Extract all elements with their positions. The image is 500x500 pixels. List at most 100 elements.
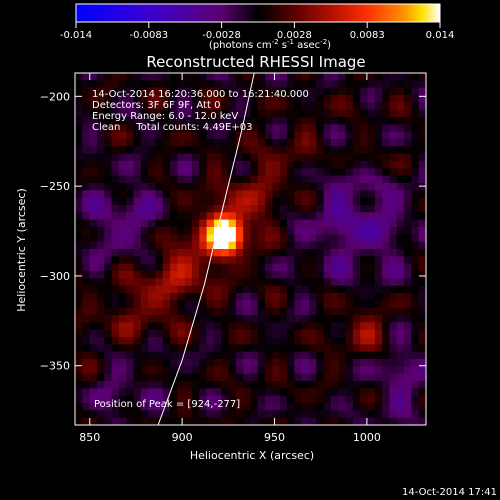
- heatmap-cell: [82, 87, 91, 96]
- heatmap-cell: [360, 300, 369, 309]
- heatmap-cell: [199, 161, 208, 169]
- heatmap-cell: [294, 219, 303, 228]
- heatmap-cell: [301, 102, 310, 111]
- heatmap-cell: [250, 395, 259, 404]
- heatmap-cell: [140, 271, 149, 279]
- heatmap-cell: [294, 410, 303, 419]
- heatmap-cell: [396, 95, 405, 103]
- heatmap-cell: [235, 241, 244, 250]
- heatmap-cell: [82, 329, 91, 338]
- heatmap-cell: [352, 249, 361, 257]
- heatmap-cell: [374, 322, 383, 331]
- heatmap-cell: [104, 344, 113, 353]
- heatmap-cell: [140, 351, 149, 360]
- heatmap-cell: [82, 95, 91, 103]
- heatmap-cell: [155, 205, 164, 213]
- heatmap-cell: [265, 351, 274, 360]
- heatmap-cell: [265, 153, 274, 162]
- heatmap-cell: [148, 139, 157, 147]
- heatmap-cell: [162, 168, 171, 177]
- heatmap-cell: [140, 153, 149, 162]
- heatmap-cell: [323, 300, 332, 309]
- heatmap-cell: [265, 124, 274, 133]
- heatmap-cell: [345, 161, 354, 169]
- heatmap-cell: [140, 315, 149, 323]
- heatmap-cell: [265, 395, 274, 404]
- heatmap-cell: [323, 388, 332, 397]
- heatmap-cell: [213, 395, 222, 404]
- heatmap-cell: [367, 322, 376, 331]
- heatmap-cell: [411, 87, 420, 96]
- heatmap-cell: [243, 329, 252, 338]
- heatmap-cell: [396, 410, 405, 419]
- heatmap-cell: [213, 80, 222, 89]
- heatmap-cell: [272, 219, 281, 228]
- heatmap-cell: [170, 395, 178, 404]
- heatmap-cell: [411, 109, 420, 118]
- heatmap-cell: [382, 395, 391, 404]
- heatmap-cell: [389, 87, 398, 96]
- heatmap-cell: [345, 234, 354, 243]
- heatmap-cell: [272, 168, 281, 177]
- heatmap-cell: [323, 197, 332, 206]
- heatmap-cell: [272, 410, 281, 419]
- heatmap-cell: [272, 373, 281, 382]
- heatmap-cell: [404, 351, 412, 360]
- heatmap-cell: [309, 212, 317, 221]
- heatmap-cell: [330, 366, 339, 375]
- heatmap-cell: [279, 161, 288, 169]
- heatmap-cell: [89, 410, 98, 419]
- heatmap-cell: [96, 337, 105, 345]
- heatmap-cell: [250, 183, 259, 191]
- heatmap-cell: [184, 263, 193, 272]
- heatmap-cell: [265, 80, 274, 89]
- heatmap-cell: [272, 388, 281, 397]
- heatmap-cell: [96, 102, 105, 111]
- heatmap-cell: [118, 212, 127, 221]
- heatmap-cell: [250, 146, 259, 155]
- heatmap-cell: [89, 351, 98, 360]
- heatmap-cell: [133, 241, 142, 250]
- heatmap-cell: [221, 373, 230, 382]
- heatmap-cell: [250, 403, 259, 411]
- heatmap-cell: [140, 381, 149, 389]
- heatmap-cell: [82, 381, 91, 389]
- heatmap-cell: [104, 417, 113, 425]
- heatmap-cell: [155, 80, 164, 89]
- heatmap-cell: [96, 117, 105, 125]
- heatmap-cell: [89, 197, 98, 206]
- heatmap-cell: [155, 381, 164, 389]
- heatmap-cell: [199, 168, 208, 177]
- heatmap-cell: [243, 300, 252, 309]
- heatmap-cell: [418, 285, 426, 294]
- heatmap-cell: [265, 190, 274, 199]
- heatmap-cell: [323, 322, 332, 331]
- heatmap-cell: [301, 183, 310, 191]
- heatmap-cell: [316, 241, 325, 250]
- heatmap-cell: [126, 124, 135, 133]
- heatmap-cell: [75, 249, 83, 257]
- heatmap-cell: [243, 227, 252, 235]
- heatmap-cell: [221, 388, 230, 397]
- heatmap-cell: [184, 205, 193, 213]
- heatmap-cell: [338, 395, 347, 404]
- heatmap-cell: [265, 256, 274, 265]
- heatmap-cell: [367, 139, 376, 147]
- heatmap-cell: [360, 315, 369, 323]
- heatmap-cell: [330, 271, 339, 279]
- heatmap-cell: [213, 219, 222, 228]
- heatmap-cell: [82, 395, 91, 404]
- heatmap-cell: [126, 271, 135, 279]
- heatmap-cell: [118, 219, 127, 228]
- heatmap-cell: [367, 183, 376, 191]
- heatmap-cell: [155, 183, 164, 191]
- heatmap-cell: [294, 395, 303, 404]
- heatmap-cell: [323, 381, 332, 389]
- heatmap-cell: [294, 300, 303, 309]
- heatmap-cell: [360, 278, 369, 287]
- heatmap-cell: [82, 80, 91, 89]
- heatmap-cell: [213, 124, 222, 133]
- heatmap-cell: [104, 146, 113, 155]
- heatmap-cell: [396, 373, 405, 382]
- heatmap-cell: [170, 117, 178, 125]
